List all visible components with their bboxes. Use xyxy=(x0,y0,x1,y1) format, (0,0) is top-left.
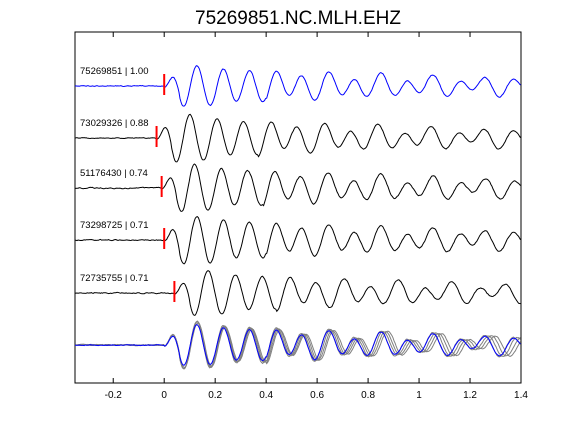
stack-trace-line xyxy=(74,324,521,366)
x-tick-label: -0.2 xyxy=(105,390,123,401)
trace-line xyxy=(75,216,521,265)
x-tick-label: 0.6 xyxy=(310,390,324,401)
chart-title: 75269851.NC.MLH.EHZ xyxy=(195,8,401,29)
axes-frame xyxy=(74,31,522,384)
trace-line xyxy=(74,163,521,212)
trace-label: 75269851 | 1.00 xyxy=(80,66,149,77)
x-tick-label: 0.8 xyxy=(361,390,375,401)
trace-label: 73029326 | 0.88 xyxy=(80,118,149,129)
stack-overlay xyxy=(74,320,521,370)
trace-line xyxy=(74,65,521,107)
x-tick-label: 1.4 xyxy=(514,390,528,401)
trace-label: 72735755 | 0.71 xyxy=(80,273,149,284)
trace-line xyxy=(74,113,521,163)
x-axis: -0.2 0 0.2 0.4 0.6 0.8 1 1.2 1.4 xyxy=(105,32,528,401)
trace-line xyxy=(74,270,521,316)
x-tick-label: 0 xyxy=(161,390,167,401)
trace-label: 51176430 | 0.74 xyxy=(80,168,148,179)
x-tick-label: 0.4 xyxy=(259,390,273,401)
x-tick-label: 1.2 xyxy=(463,390,477,401)
trace-label: 73298725 | 0.71 xyxy=(80,220,149,231)
x-tick-label: 0.2 xyxy=(208,390,222,401)
x-tick-label: 1 xyxy=(416,390,422,401)
trace-group: 75269851 | 1.00 73029326 | 0.88 51176430 |… xyxy=(74,65,521,316)
